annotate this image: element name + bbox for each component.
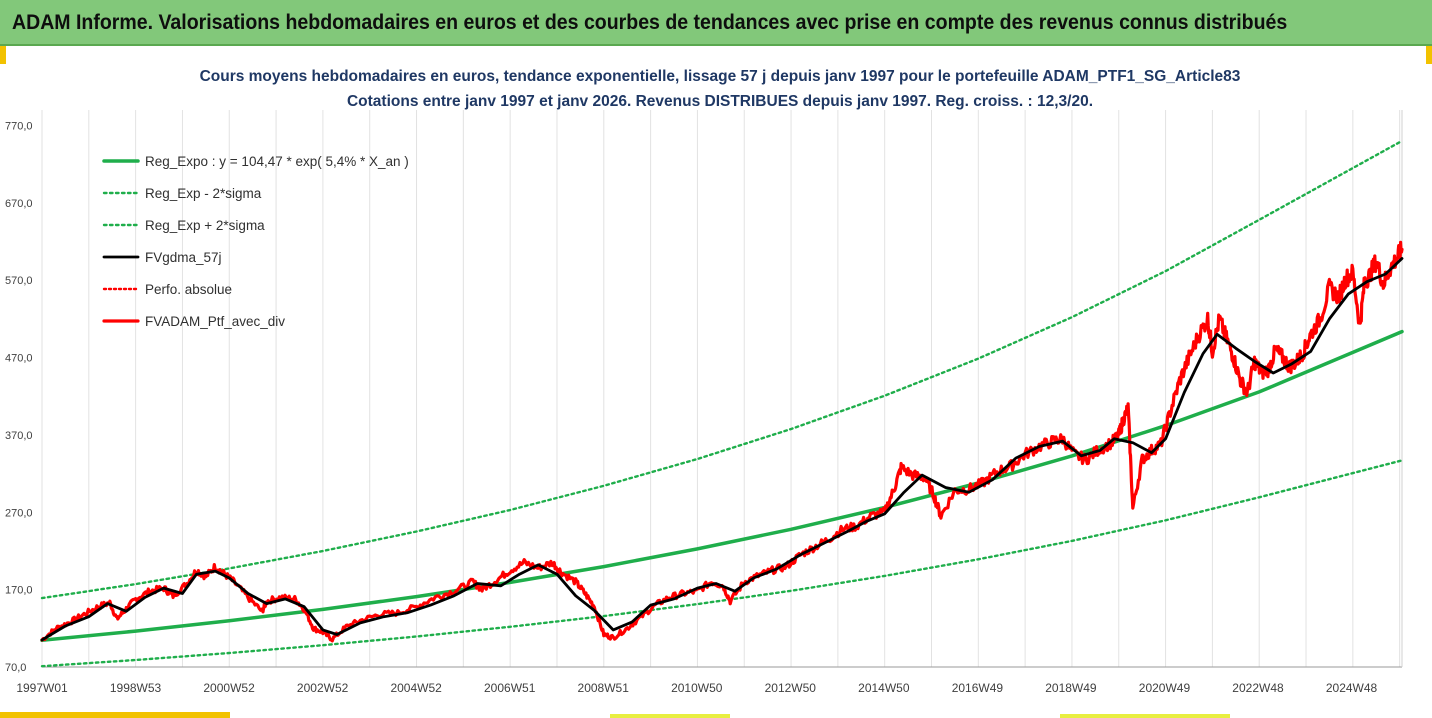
x-tick-label: 2008W51 — [578, 681, 630, 695]
y-tick-label: 670,0 — [5, 198, 33, 210]
x-tick-label: 1998W53 — [110, 681, 162, 695]
x-tick-label: 2000W52 — [203, 681, 255, 695]
legend-label: Reg_Exp + 2*sigma — [145, 218, 265, 233]
bottom-accent — [610, 714, 730, 718]
chart-subtitle: Cotations entre janv 1997 et janv 2026. … — [347, 93, 1093, 110]
series-line-3 — [40, 257, 1404, 642]
header-bar: ADAM Informe. Valorisations hebdomadaire… — [0, 0, 1432, 46]
legend-label: Perfo. absolue — [145, 282, 232, 297]
y-tick-label: 170,0 — [5, 585, 33, 597]
chart-title: Cours moyens hebdomadaires en euros, ten… — [200, 68, 1241, 85]
x-tick-label: 2012W50 — [765, 681, 817, 695]
y-tick-label: 770,0 — [5, 120, 33, 132]
x-tick-label: 2016W49 — [952, 681, 1004, 695]
y-tick-label: 70,0 — [5, 662, 26, 674]
series-line-1 — [40, 459, 1404, 668]
x-tick-label: 2006W51 — [484, 681, 536, 695]
axes: 70,0 170,0 270,0 370,0 470,0 570,0 670,0 770,0 1… — [5, 110, 1403, 695]
x-tick-label: 2014W50 — [858, 681, 910, 695]
legend: Reg_Expo : y = 104,47 * exp( 5,4% * X_an… — [102, 154, 409, 329]
bottom-accent — [0, 712, 230, 718]
bottom-accent — [1060, 714, 1230, 718]
y-tick-label: 370,0 — [5, 430, 33, 442]
page-title: ADAM Informe. Valorisations hebdomadaire… — [12, 11, 1288, 34]
corner-accent-left — [0, 46, 6, 64]
legend-label: Reg_Expo : y = 104,47 * exp( 5,4% * X_an… — [145, 154, 409, 169]
x-tick-label: 2024W48 — [1326, 681, 1378, 695]
corner-accent-right — [1426, 46, 1432, 64]
x-tick-label: 2004W52 — [390, 681, 442, 695]
legend-label: FVADAM_Ptf_avec_div — [145, 314, 285, 329]
x-tick-label: 2020W49 — [1139, 681, 1191, 695]
series-line-0 — [40, 329, 1404, 643]
legend-label: FVgdma_57j — [145, 250, 222, 265]
series-line-2 — [40, 139, 1404, 600]
x-tick-label: 2018W49 — [1045, 681, 1097, 695]
y-tick-label: 470,0 — [5, 353, 33, 365]
x-tick-label: 2002W52 — [297, 681, 349, 695]
y-tick-label: 270,0 — [5, 507, 33, 519]
x-tick-label: 2010W50 — [671, 681, 723, 695]
legend-label: Reg_Exp - 2*sigma — [145, 186, 262, 201]
series-line-5 — [40, 240, 1404, 643]
series-group — [40, 139, 1404, 668]
x-tick-label: 2022W48 — [1232, 681, 1284, 695]
x-tick-label: 1997W01 — [16, 681, 68, 695]
y-tick-label: 570,0 — [5, 275, 33, 287]
